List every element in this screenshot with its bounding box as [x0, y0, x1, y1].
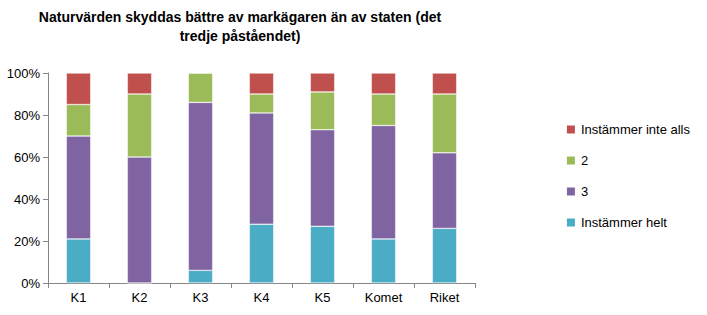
svg-text:K2: K2	[132, 290, 148, 305]
svg-text:40%: 40%	[14, 192, 40, 207]
svg-text:K3: K3	[193, 290, 209, 305]
svg-text:tredje påståendet): tredje påståendet)	[180, 28, 301, 44]
svg-text:60%: 60%	[14, 150, 40, 165]
svg-text:Riket: Riket	[430, 290, 460, 305]
svg-text:Instämmer helt: Instämmer helt	[581, 215, 667, 230]
svg-text:Komet: Komet	[365, 290, 403, 305]
svg-text:Instämmer inte alls: Instämmer inte alls	[581, 122, 691, 137]
svg-text:K1: K1	[71, 290, 87, 305]
svg-text:K5: K5	[315, 290, 331, 305]
svg-text:20%: 20%	[14, 234, 40, 249]
svg-text:100%: 100%	[7, 66, 41, 81]
svg-text:2: 2	[581, 153, 588, 168]
svg-text:0%: 0%	[21, 276, 40, 291]
svg-text:3: 3	[581, 184, 588, 199]
svg-text:80%: 80%	[14, 108, 40, 123]
svg-text:Naturvärden skyddas bättre av: Naturvärden skyddas bättre av markägaren…	[39, 9, 442, 25]
svg-text:K4: K4	[254, 290, 270, 305]
